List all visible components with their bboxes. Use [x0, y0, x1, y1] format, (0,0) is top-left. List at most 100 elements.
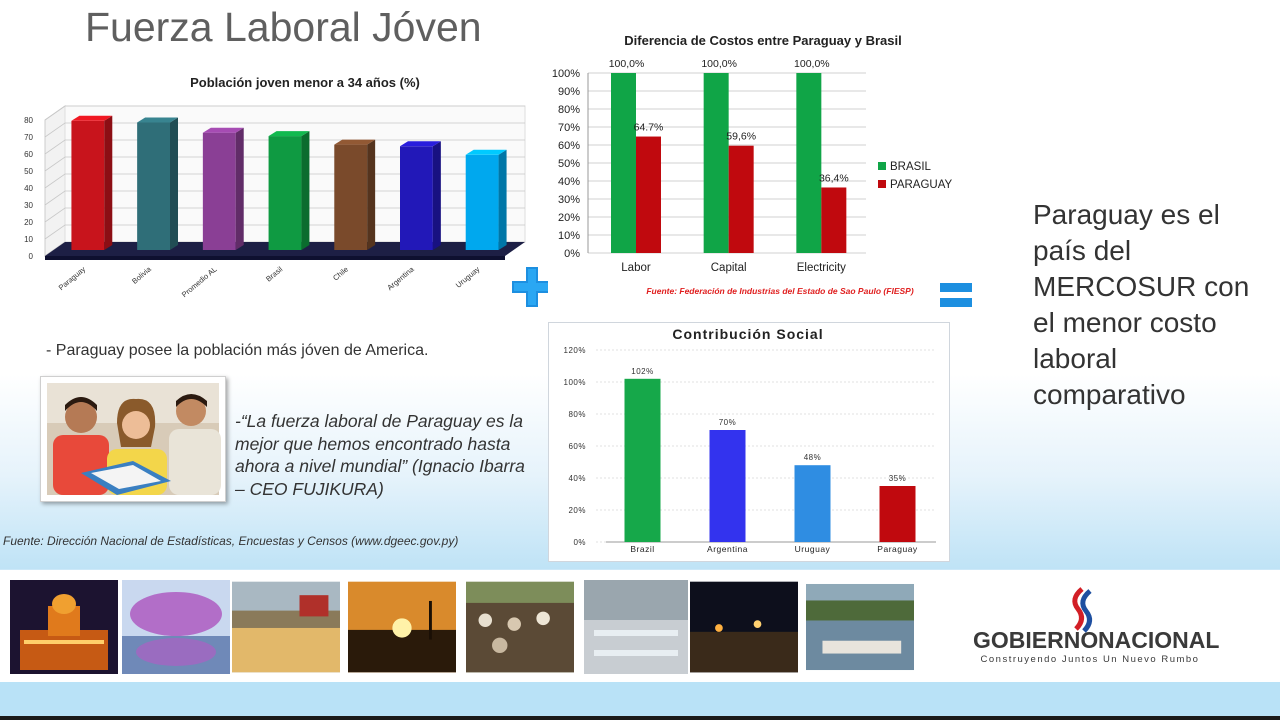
cattle-herd-thumb: [466, 581, 574, 673]
chart2-ytick-label: 20%: [558, 212, 580, 224]
chart2-source: Fuente: Federación de Industrias del Est…: [646, 286, 913, 296]
chart1-ytick-label: 50: [24, 167, 33, 176]
chart2-data-label: 36,4%: [819, 172, 849, 184]
chart1-bar-side: [170, 117, 178, 250]
chart2-data-label: 100,0%: [609, 58, 645, 70]
chart2-data-label: 100,0%: [794, 58, 830, 70]
chart2-bar-paraguay: [821, 187, 847, 253]
students-illustration: [47, 383, 221, 495]
gobierno-nacional-logo: GOBIERNO NACIONAL Construyendo Juntos Un…: [973, 587, 1219, 665]
palace-night-thumb: [10, 580, 118, 674]
chart2-bar-brasil: [796, 73, 822, 253]
quote-text: -“La fuerza laboral de Paraguay es la me…: [235, 411, 525, 499]
chart1-bar: [465, 154, 499, 250]
chart1-ytick-label: 10: [24, 235, 33, 244]
factory-workers-thumb: [584, 580, 688, 674]
chart3-category-label: Argentina: [707, 544, 748, 554]
chart3-title: Contribución Social: [672, 326, 823, 342]
chart1-bar: [202, 132, 236, 250]
chart3-ytick-label: 60%: [568, 442, 586, 451]
chart1-ytick-label: 70: [24, 133, 33, 142]
chart1-category-label: Argentina: [385, 264, 416, 292]
chart3-category-label: Paraguay: [877, 544, 918, 554]
chart3-category-label: Brazil: [630, 544, 654, 554]
chart1-bar-top: [400, 141, 441, 147]
source-text: Fuente: Dirección Nacional de Estadístic…: [3, 534, 459, 548]
equals-sign-icon: [940, 283, 972, 307]
bullet-text: - Paraguay posee la población más jóven …: [46, 342, 429, 359]
chart3-ytick-label: 80%: [568, 410, 586, 419]
river-barges-thumb: [806, 583, 914, 671]
chart2-bar-paraguay: [636, 136, 661, 253]
conclusion-text: Paraguay es el país del MERCOSUR con el …: [1033, 199, 1250, 410]
chart2-bar-paraguay: [728, 145, 754, 253]
chart3-bar: [794, 465, 831, 542]
lapacho-tree-thumb: [122, 580, 230, 674]
chart2-bar-brasil: [611, 73, 636, 253]
logo-word-nacional: NACIONAL: [1098, 627, 1219, 653]
chart1-bar-side: [104, 115, 113, 250]
chart1-bar-top: [202, 127, 244, 133]
chart1-category-label: Brasil: [264, 264, 284, 283]
chart1-bar: [268, 136, 302, 250]
chart1-bar: [137, 122, 170, 250]
chart1-bar: [400, 146, 433, 250]
chart2-legend-label: PARAGUAY: [890, 179, 953, 191]
chart1-ytick-label: 0: [29, 252, 34, 261]
chart1-category-label: Paraguay: [57, 264, 88, 292]
chart3-data-label: 70%: [719, 418, 737, 427]
chart3-ytick-label: 40%: [568, 474, 586, 483]
chart2-data-label: 59,6%: [726, 131, 756, 143]
chart2-title: Diferencia de Costos entre Paraguay y Br…: [624, 33, 901, 48]
chart1-category-label: Bolivia: [130, 264, 153, 286]
chart-cost-difference: Diferencia de Costos entre Paraguay y Br…: [548, 28, 966, 300]
chart3-bar: [709, 430, 746, 542]
chart1-category-label: Uruguay: [454, 264, 482, 289]
chart3-ytick-label: 20%: [568, 506, 586, 515]
chart2-ytick-label: 10%: [558, 230, 580, 242]
chart2-ytick-label: 30%: [558, 194, 580, 206]
chart1-bar: [334, 144, 368, 250]
chart3-category-label: Uruguay: [795, 544, 831, 554]
chart1-bar-side: [235, 127, 244, 250]
logo-word-gobierno: GOBIERNO: [973, 627, 1098, 653]
chart3-ytick-label: 120%: [564, 346, 586, 355]
chart2-ytick-label: 100%: [552, 68, 580, 80]
chart3-data-label: 35%: [889, 474, 907, 483]
chart2-ytick-label: 0%: [564, 248, 580, 260]
chart1-bar-side: [432, 141, 441, 250]
chart1-category-label: Promedio AL: [180, 265, 219, 300]
chart2-legend-swatch: [878, 162, 886, 170]
sunset-palms-thumb: [348, 581, 456, 673]
chart1-bar-top: [334, 139, 376, 145]
image-strip: [0, 570, 1280, 682]
chart1-bar-top: [71, 115, 113, 121]
logo-tagline: Construyendo Juntos Un Nuevo Rumbo: [981, 654, 1200, 665]
chart2-ytick-label: 90%: [558, 86, 580, 98]
chart2-ytick-label: 80%: [558, 104, 580, 116]
chart2-category-label: Labor: [621, 262, 651, 274]
chart2-ytick-label: 40%: [558, 176, 580, 188]
chart1-title: Población joven menor a 34 años (%): [190, 75, 420, 90]
chart2-category-label: Electricity: [797, 262, 846, 274]
chart2-legend-swatch: [878, 180, 886, 188]
chart1-ytick-label: 40: [24, 184, 33, 193]
slide-title: Fuerza Laboral Jóven: [85, 4, 482, 50]
chart3-ytick-label: 100%: [564, 378, 586, 387]
chart1-ytick-label: 60: [24, 150, 33, 159]
chart3-data-label: 48%: [804, 453, 822, 462]
chart-young-population: Población joven menor a 34 años (%) 0 10 2…: [15, 62, 540, 307]
chart2-category-label: Capital: [711, 262, 747, 274]
industrial-night-thumb: [690, 581, 798, 673]
chart2-ytick-label: 50%: [558, 158, 580, 170]
students-photo: [40, 376, 226, 502]
chart3-bar: [624, 378, 661, 542]
chart2-legend-label: BRASIL: [890, 161, 932, 173]
chart1-bar-side: [301, 131, 310, 250]
chart1-bar-side: [498, 149, 507, 250]
chart3-ytick-label: 0%: [573, 538, 586, 547]
chart1-bar-top: [268, 131, 310, 137]
chart1-bar-side: [367, 139, 376, 250]
chart-social-contribution: Contribución Social 0% 20% 40% 60% 80% 100% 12…: [564, 326, 936, 554]
chart3-data-label: 102%: [631, 367, 653, 376]
